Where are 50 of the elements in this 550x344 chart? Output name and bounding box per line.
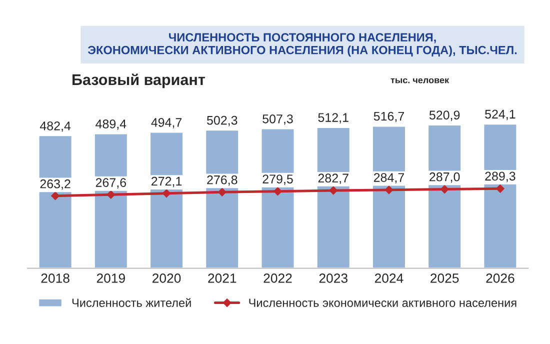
bar xyxy=(204,129,240,268)
point xyxy=(384,186,394,194)
data-label: 516,7 xyxy=(374,112,404,122)
bar xyxy=(316,126,351,268)
bar xyxy=(482,123,518,268)
bar xyxy=(149,131,184,268)
data-label: 276,8 xyxy=(207,175,238,186)
point xyxy=(496,184,504,193)
data-label: 279,5 xyxy=(262,174,293,185)
point xyxy=(51,192,60,200)
data-label: 272,1 xyxy=(152,176,182,188)
data-label: 524,1 xyxy=(485,110,516,120)
x-tick-label: 2022 xyxy=(264,274,292,283)
point xyxy=(218,188,226,196)
legend-label: Численность жителей xyxy=(72,298,191,308)
data-label: 482,4 xyxy=(40,121,71,132)
bar xyxy=(427,124,462,268)
x-tick-label: 2021 xyxy=(208,274,236,283)
data-label: 263,2 xyxy=(40,179,70,190)
chart-subtitle: Базовый вариант xyxy=(72,74,205,88)
point xyxy=(106,190,116,199)
data-label: 284,7 xyxy=(374,173,404,184)
bar xyxy=(372,125,406,268)
x-tick-label: 2018 xyxy=(41,274,70,283)
x-tick-label: 2019 xyxy=(96,274,125,283)
x-tick-label: 2020 xyxy=(152,274,181,283)
bar xyxy=(94,132,128,268)
data-label: 512,1 xyxy=(318,113,348,124)
x-tick-label: 2024 xyxy=(374,274,404,283)
x-tick-label: 2023 xyxy=(319,274,348,283)
point xyxy=(274,187,282,196)
point xyxy=(162,189,171,198)
data-label: 494,7 xyxy=(151,118,182,128)
chart-title: ЧИСЛЕННОСТЬ ПОСТОЯННОГО НАСЕЛЕНИЯ, ЭКОНОМИЧЕСКИ АКТИВНОГО НАСЕЛЕНИЯ (НА КОНЕЦ ГОДА), ТЫС.ЧЕЛ. xyxy=(88,33,517,57)
data-label: 287,0 xyxy=(430,172,460,183)
data-label: 489,4 xyxy=(96,120,126,130)
bar xyxy=(260,128,296,268)
data-label: 520,9 xyxy=(429,110,460,121)
point xyxy=(329,186,338,195)
data-label: 267,6 xyxy=(96,178,126,188)
point xyxy=(440,185,449,194)
text: тыс. человек xyxy=(390,78,450,84)
data-label: 289,3 xyxy=(485,172,516,182)
x-tick-label: 2026 xyxy=(486,274,514,283)
legend-label: Численность экономически активного населения xyxy=(249,298,516,308)
data-label: 282,7 xyxy=(318,174,348,184)
data-label: 502,3 xyxy=(207,116,238,126)
bar xyxy=(38,134,73,268)
data-label: 507,3 xyxy=(262,114,293,125)
x-tick-label: 2025 xyxy=(430,274,459,283)
